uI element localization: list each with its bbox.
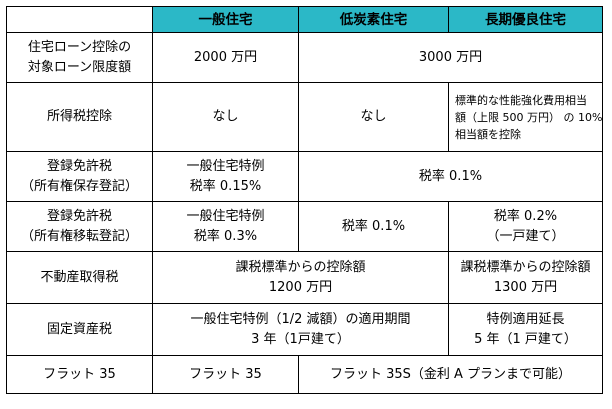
row-acquisition-tax: 不動産取得税 課税標準からの控除額 1200 万円 課税標準からの控除額 130…: [6, 251, 603, 304]
cell-general: なし: [152, 82, 299, 152]
cell-general: 一般住宅特例 税率 0.3%: [152, 201, 299, 252]
cell-low-carbon: 税率 0.1%: [298, 201, 449, 252]
header-row: 一般住宅 低炭素住宅 長期優良住宅: [6, 6, 603, 33]
cell-low-carbon-long-term: 3000 万円: [298, 32, 603, 83]
row-flat35: フラット 35 フラット 35 フラット 35S（金利 A プランまで可能）: [6, 355, 603, 394]
row-label: 登録免許税 （所有権保存登記）: [6, 151, 153, 202]
cell-long-term: 特例適用延長 5 年（1 戸建て）: [448, 303, 603, 356]
row-registration-transfer: 登録免許税 （所有権移転登記） 一般住宅特例 税率 0.3% 税率 0.1% 税…: [6, 201, 603, 252]
row-label: フラット 35: [6, 355, 153, 394]
row-label: 固定資産税: [6, 303, 153, 356]
cell-long-term: 標準的な性能強化費用相当 額（上限 500 万円） の 10% 相当額を控除: [448, 82, 603, 152]
header-corner: [6, 6, 153, 33]
cell-low-carbon-long-term: フラット 35S（金利 A プランまで可能）: [298, 355, 603, 394]
header-low-carbon: 低炭素住宅: [298, 6, 449, 33]
row-label: 住宅ローン控除の 対象ローン限度額: [6, 32, 153, 83]
row-label: 所得税控除: [6, 82, 153, 152]
row-label: 不動産取得税: [6, 251, 153, 304]
header-long-term: 長期優良住宅: [448, 6, 603, 33]
cell-general: フラット 35: [152, 355, 299, 394]
row-label: 登録免許税 （所有権移転登記）: [6, 201, 153, 252]
cell-low-carbon: なし: [298, 82, 449, 152]
cell-general: 2000 万円: [152, 32, 299, 83]
row-loan-limit: 住宅ローン控除の 対象ローン限度額 2000 万円 3000 万円: [6, 32, 603, 83]
cell-general: 一般住宅特例 税率 0.15%: [152, 151, 299, 202]
cell-general-low-carbon: 課税標準からの控除額 1200 万円: [152, 251, 449, 304]
row-property-tax: 固定資産税 一般住宅特例（1/2 減額）の適用期間 3 年（1戸建て） 特例適用…: [6, 303, 603, 356]
cell-low-carbon-long-term: 税率 0.1%: [298, 151, 603, 202]
cell-long-term: 税率 0.2% （一戸建て）: [448, 201, 603, 252]
comparison-table: 一般住宅 低炭素住宅 長期優良住宅 住宅ローン控除の 対象ローン限度額 2000…: [6, 6, 603, 394]
cell-long-term: 課税標準からの控除額 1300 万円: [448, 251, 603, 304]
row-registration-preservation: 登録免許税 （所有権保存登記） 一般住宅特例 税率 0.15% 税率 0.1%: [6, 151, 603, 202]
header-general: 一般住宅: [152, 6, 299, 33]
row-income-tax: 所得税控除 なし なし 標準的な性能強化費用相当 額（上限 500 万円） の …: [6, 82, 603, 152]
cell-general-low-carbon: 一般住宅特例（1/2 減額）の適用期間 3 年（1戸建て）: [152, 303, 449, 356]
